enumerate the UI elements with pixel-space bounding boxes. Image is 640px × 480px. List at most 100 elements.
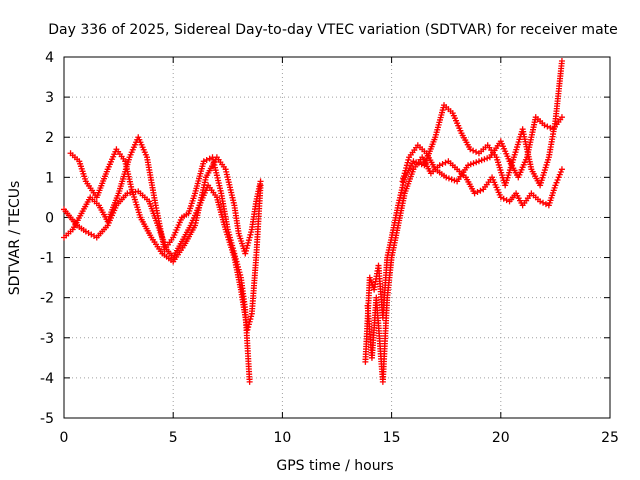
data-point — [401, 170, 408, 177]
data-point — [542, 201, 549, 208]
data-point — [232, 253, 239, 260]
plot-border — [63, 56, 611, 419]
y-tick-label: -1 — [40, 251, 54, 267]
data-point — [243, 247, 249, 254]
data-point — [481, 156, 488, 163]
data-point — [557, 168, 564, 175]
data-point — [247, 231, 254, 238]
data-point — [403, 164, 410, 171]
y-tick-label: -4 — [40, 371, 54, 387]
x-tick-label: 0 — [60, 430, 69, 446]
data-point — [228, 239, 235, 246]
x-axis-ticks: 0 5 10 15 20 25 — [60, 57, 619, 446]
data-point — [475, 158, 482, 165]
x-tick-label: 15 — [383, 430, 401, 446]
y-tick-label: 3 — [45, 90, 54, 106]
data-point — [404, 159, 411, 166]
data-point — [405, 156, 412, 163]
y-tick-label: 1 — [45, 170, 54, 186]
data-point — [541, 122, 548, 129]
data-point — [556, 171, 563, 178]
y-tick-label: 0 — [45, 210, 54, 226]
data-point — [558, 58, 565, 65]
series-trace-f — [399, 114, 565, 185]
data-point — [465, 162, 472, 169]
series-trace-e — [364, 154, 565, 385]
data-point — [232, 255, 239, 262]
data-point — [439, 160, 446, 167]
data-point — [225, 229, 232, 236]
data-point — [470, 147, 477, 154]
data-point — [227, 237, 234, 244]
data-point — [451, 177, 458, 184]
data-point — [555, 174, 562, 181]
data-point — [226, 231, 233, 238]
data-point — [400, 172, 407, 179]
data-point — [467, 146, 474, 153]
data-point — [537, 198, 544, 205]
data-point — [445, 175, 452, 182]
data-marks — [61, 58, 565, 385]
y-axis-label: SDTVAR / TECUs — [7, 181, 23, 296]
data-point — [203, 156, 210, 163]
data-point — [552, 182, 559, 189]
grid-lines — [64, 57, 610, 418]
data-point — [558, 114, 565, 121]
data-point — [246, 234, 253, 241]
x-tick-label: 10 — [273, 430, 291, 446]
data-point — [206, 155, 213, 162]
data-point — [540, 199, 547, 206]
data-point — [246, 318, 253, 325]
x-tick-label: 20 — [492, 430, 510, 446]
data-point — [235, 266, 242, 273]
chart-title: Day 336 of 2025, Sidereal Day-to-day VTE… — [48, 22, 618, 38]
data-point — [248, 229, 255, 236]
y-tick-label: -5 — [40, 411, 54, 427]
y-tick-label: 4 — [45, 50, 54, 66]
data-point — [226, 234, 233, 241]
data-point — [470, 160, 477, 167]
data-point — [247, 316, 254, 323]
data-point — [477, 187, 484, 194]
data-point — [473, 159, 480, 166]
plot-frame — [63, 56, 611, 419]
data-point — [474, 189, 481, 196]
data-point — [237, 271, 244, 278]
data-point — [403, 162, 410, 169]
data-point — [242, 250, 249, 257]
data-point — [243, 245, 250, 252]
data-point — [234, 261, 241, 268]
x-tick-label: 25 — [601, 430, 619, 446]
data-point — [257, 178, 264, 185]
data-point — [400, 175, 407, 182]
data-point — [471, 190, 478, 197]
data-point — [478, 157, 485, 164]
data-point — [442, 159, 449, 166]
data-point — [554, 177, 561, 184]
y-tick-label: -2 — [40, 291, 54, 307]
y-tick-label: -3 — [40, 331, 54, 347]
x-tick-label: 5 — [169, 430, 178, 446]
data-point — [224, 226, 231, 233]
data-point — [484, 155, 491, 162]
data-point — [547, 124, 554, 131]
data-point — [231, 250, 238, 257]
x-axis-label: GPS time / hours — [276, 458, 393, 474]
data-point — [229, 245, 236, 252]
data-point — [245, 237, 252, 244]
data-point — [230, 247, 237, 254]
data-point — [467, 161, 474, 168]
data-point — [500, 195, 507, 202]
data-point — [558, 166, 565, 173]
series-trace-b — [61, 134, 253, 385]
data-point — [544, 123, 551, 130]
data-point — [473, 148, 480, 155]
data-point — [402, 167, 409, 174]
data-point — [399, 178, 406, 185]
y-tick-label: 2 — [45, 130, 54, 146]
data-point — [497, 194, 504, 201]
data-point — [229, 242, 236, 249]
data-point — [245, 239, 252, 246]
data-point — [448, 176, 455, 183]
